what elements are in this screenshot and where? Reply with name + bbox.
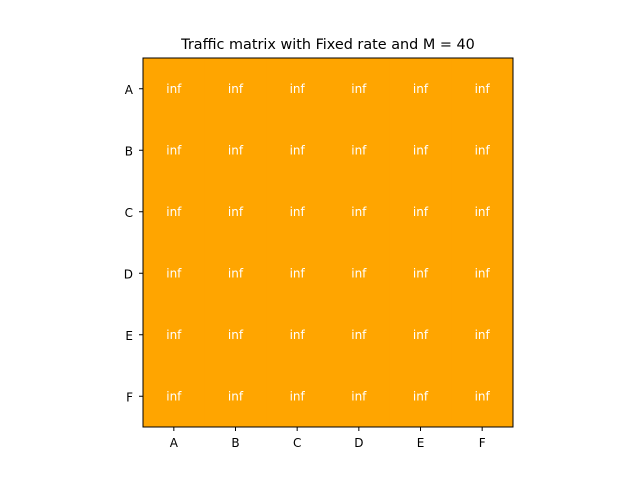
heatmap-cell	[451, 181, 513, 243]
heatmap-cell	[328, 181, 390, 243]
x-tick-label: A	[170, 436, 179, 450]
y-tick-label: C	[125, 206, 133, 220]
cell-value-label: inf	[475, 266, 491, 280]
cell-value-label: inf	[166, 143, 182, 157]
x-tick-label: C	[293, 436, 301, 450]
cell-value-label: inf	[413, 266, 429, 280]
heatmap-cell	[204, 242, 267, 304]
cell-value-label: inf	[228, 82, 244, 96]
heatmap-cell	[266, 304, 328, 366]
x-tick-label: E	[417, 436, 425, 450]
heatmap-cell	[451, 58, 513, 120]
heatmap-cell	[451, 119, 513, 181]
cell-value-label: inf	[290, 82, 306, 96]
heatmap-cell	[389, 181, 452, 243]
cell-value-label: inf	[228, 389, 244, 403]
cell-value-label: inf	[228, 205, 244, 219]
cell-value-label: inf	[166, 266, 182, 280]
cell-value-label: inf	[351, 82, 367, 96]
cell-value-label: inf	[351, 389, 367, 403]
heatmap-cell	[389, 119, 452, 181]
heatmap-cell	[204, 181, 267, 243]
cell-value-label: inf	[413, 389, 429, 403]
heatmap-cell	[204, 365, 267, 427]
cell-value-label: inf	[351, 328, 367, 342]
cell-value-label: inf	[413, 82, 429, 96]
heatmap-cell	[389, 365, 452, 427]
cell-value-label: inf	[413, 328, 429, 342]
plot-frame	[142, 57, 514, 428]
cell-value-label: inf	[290, 389, 306, 403]
cell-value-label: inf	[166, 389, 182, 403]
y-tick-label: F	[126, 390, 133, 404]
y-tick-label: B	[125, 144, 133, 158]
cell-value-label: inf	[413, 143, 429, 157]
heatmap-cell	[143, 304, 205, 366]
heatmap-cell	[328, 58, 390, 120]
cell-value-label: inf	[290, 143, 306, 157]
cell-value-label: inf	[475, 205, 491, 219]
cell-value-label: inf	[290, 205, 306, 219]
heatmap-cell	[328, 119, 390, 181]
cell-value-label: inf	[475, 82, 491, 96]
cell-value-label: inf	[351, 205, 367, 219]
heatmap-cell	[266, 365, 328, 427]
x-tick-label: F	[479, 436, 486, 450]
x-axis: A B C D E F	[170, 427, 486, 450]
heatmap-cell	[389, 242, 452, 304]
cell-value-labels: inf inf inf inf inf inf inf inf inf inf inf inf inf i…	[166, 82, 490, 404]
y-axis: A B C D E F	[124, 83, 143, 404]
heatmap-cell	[204, 304, 267, 366]
cell-value-label: inf	[475, 143, 491, 157]
cell-value-label: inf	[290, 328, 306, 342]
cell-value-label: inf	[228, 328, 244, 342]
cell-value-label: inf	[413, 205, 429, 219]
cell-value-label: inf	[166, 328, 182, 342]
heatmap-cell	[328, 365, 390, 427]
y-tick-label: A	[125, 83, 134, 97]
cell-value-label: inf	[166, 82, 182, 96]
cell-value-label: inf	[475, 389, 491, 403]
heatmap-cell	[266, 242, 328, 304]
cell-value-label: inf	[351, 266, 367, 280]
heatmap-cell	[389, 58, 452, 120]
y-tick-label: E	[125, 329, 133, 343]
heatmap-cell	[143, 242, 205, 304]
heatmap-cell	[266, 58, 328, 120]
heatmap-cell	[204, 119, 267, 181]
heatmap-cell	[204, 58, 267, 120]
heatmap-cell	[451, 304, 513, 366]
y-tick-label: D	[124, 267, 133, 281]
cell-value-label: inf	[228, 143, 244, 157]
x-tick-label: D	[354, 436, 363, 450]
cell-value-label: inf	[351, 143, 367, 157]
heatmap-cell	[266, 181, 328, 243]
cell-value-label: inf	[475, 328, 491, 342]
heatmap-cell	[451, 242, 513, 304]
heatmap-cell	[328, 304, 390, 366]
heatmap-cell	[451, 365, 513, 427]
heatmap-cell	[143, 119, 205, 181]
heatmap-cell	[266, 119, 328, 181]
cell-value-label: inf	[228, 266, 244, 280]
chart-title: Traffic matrix with Fixed rate and M = 4…	[180, 37, 475, 53]
heatmap-cell	[143, 365, 205, 427]
heatmap-cell	[328, 242, 390, 304]
cell-value-label: inf	[290, 266, 306, 280]
heatmap-cell	[143, 58, 205, 120]
x-tick-label: B	[231, 436, 239, 450]
heatmap-cell	[389, 304, 452, 366]
cell-value-label: inf	[166, 205, 182, 219]
heatmap-cells	[143, 58, 513, 427]
heatmap-cell	[143, 181, 205, 243]
